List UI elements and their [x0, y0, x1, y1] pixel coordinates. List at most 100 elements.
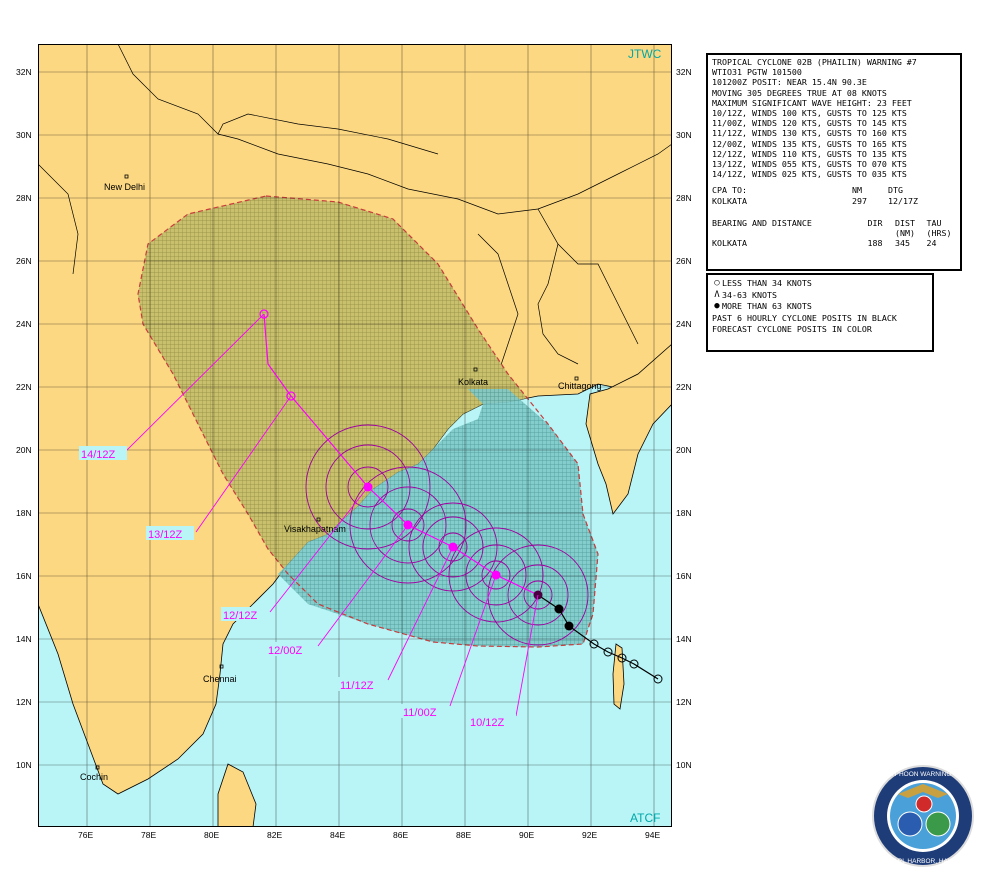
- city-kolkata: Kolkata: [458, 377, 488, 387]
- lat-label-right: 12N: [676, 697, 692, 707]
- bearing-unit-row: (NM) (HRS): [712, 228, 956, 238]
- forecast-line: 12/12Z, WINDS 110 KTS, GUSTS TO 135 KTS: [712, 148, 907, 159]
- land-myanmar: [585, 343, 672, 515]
- lat-label-left: 20N: [16, 445, 32, 455]
- lon-label-bottom: 78E: [141, 830, 156, 840]
- warning-moving: MOVING 305 DEGREES TRUE AT 08 KNOTS: [712, 87, 887, 98]
- lat-label-right: 24N: [676, 319, 692, 329]
- lat-label-left: 30N: [16, 130, 32, 140]
- forecast-line: 10/12Z, WINDS 100 KTS, GUSTS TO 125 KTS: [712, 108, 907, 119]
- land-andaman: [612, 643, 625, 710]
- border-lines: [38, 44, 672, 405]
- time-label-12-12z: 12/12Z: [223, 610, 258, 622]
- lon-label-bottom: 88E: [456, 830, 471, 840]
- lat-label-left: 32N: [16, 67, 32, 77]
- lon-label-bottom: 92E: [582, 830, 597, 840]
- cpa-dtg: 12/17Z: [888, 195, 918, 206]
- cpa-place: KOLKATA: [712, 195, 747, 206]
- legend-item: ○ LESS THAN 34 KNOTS: [712, 278, 928, 290]
- lon-label-bottom: 82E: [267, 830, 282, 840]
- time-label-14-12z: 14/12Z: [81, 449, 116, 461]
- svg-text:PEARL HARBOR, HAWAII: PEARL HARBOR, HAWAII: [885, 858, 962, 865]
- city-new-delhi: New Delhi: [104, 182, 145, 192]
- lat-label-left: 24N: [16, 319, 32, 329]
- legend-item-label: MORE THAN 63 KNOTS: [722, 301, 812, 312]
- cpa-value-row: KOLKATA 297 12/17Z: [712, 196, 956, 206]
- lat-label-right: 18N: [676, 508, 692, 518]
- legend-item-label: 34-63 KNOTS: [722, 289, 777, 300]
- bearing-value-row: KOLKATA 188 345 24: [712, 238, 956, 248]
- lat-label-right: 30N: [676, 130, 692, 140]
- danger-area-outline: [137, 195, 599, 648]
- forecast-posit-14-12z: [259, 309, 269, 319]
- warning-text-box: TROPICAL CYCLONE 02B (PHAILIN) WARNING #…: [706, 53, 962, 271]
- city-markers: New Delhi Kolkata Chittagong Visakhapatn…: [80, 174, 602, 782]
- forecast-line: 12/00Z, WINDS 135 KTS, GUSTS TO 165 KTS: [712, 138, 907, 149]
- land-sri-lanka: [217, 763, 257, 827]
- forecast-posit-13-12z: [286, 391, 296, 401]
- legend-box: ○ LESS THAN 34 KNOTS Ʌ 34-63 KNOTS ● MOR…: [706, 273, 934, 352]
- map-frame: [38, 44, 672, 827]
- lat-labels-outer: 32N 30N 28N 26N 24N 22N 20N 18N 16N 14N …: [16, 67, 32, 770]
- past-positions: [554, 604, 663, 684]
- warning-wave-height: MAXIMUM SIGNIFICANT WAVE HEIGHT: 23 FEET: [712, 97, 912, 108]
- cpa-dtg-header: DTG: [888, 185, 903, 196]
- legend-forecast-note: FORECAST CYCLONE POSITS IN COLOR: [712, 324, 872, 335]
- lon-label-bottom: 86E: [393, 830, 408, 840]
- bearing-dist: 345: [895, 238, 910, 249]
- lon-label-bottom: 94E: [645, 830, 660, 840]
- legend-item: Ʌ 34-63 KNOTS: [712, 290, 928, 302]
- time-labels: 10/12Z 11/00Z 11/12Z 12/00Z 12/12Z 13/12…: [79, 446, 516, 729]
- lat-label-right: 10N: [676, 760, 692, 770]
- lat-label-left: 22N: [16, 382, 32, 392]
- lat-label-right: 14N: [676, 634, 692, 644]
- city-chittagong: Chittagong: [558, 381, 602, 391]
- bearing-header-row: BEARING AND DISTANCE DIR DIST TAU: [712, 218, 956, 228]
- svg-text:JOINT TYPHOON WARNING CENTER: JOINT TYPHOON WARNING CENTER: [868, 771, 978, 778]
- time-label-10-12z: 10/12Z: [470, 717, 505, 729]
- lat-label-left: 26N: [16, 256, 32, 266]
- city-visakhapatnam: Visakhapatnam: [284, 524, 346, 534]
- forecast-line: 11/00Z, WINDS 120 KTS, GUSTS TO 145 KTS: [712, 118, 907, 129]
- bearing-tau-unit: (HRS): [926, 228, 952, 239]
- legend-item-label: LESS THAN 34 KNOTS: [722, 278, 812, 288]
- lon-labels-outer: 76E 78E 80E 82E 84E 86E 88E 90E 92E 94E: [78, 830, 660, 840]
- lon-label-bottom: 80E: [204, 830, 219, 840]
- forecast-track: [263, 313, 539, 596]
- atcf-label: ATCF: [630, 811, 660, 825]
- cpa-nm-header: NM: [852, 185, 862, 196]
- circle-open-icon: ○: [714, 278, 720, 288]
- lon-label-bottom: 90E: [519, 830, 534, 840]
- lat-label-left: 12N: [16, 697, 32, 707]
- time-label-12-00z: 12/00Z: [268, 645, 303, 657]
- lat-label-right: 26N: [676, 256, 692, 266]
- forecast-line: 11/12Z, WINDS 130 KTS, GUSTS TO 160 KTS: [712, 128, 907, 139]
- time-label-leaders: [124, 313, 539, 717]
- bearing-dir: 188: [867, 238, 883, 249]
- graticule: [38, 44, 672, 827]
- lat-label-left: 18N: [16, 508, 32, 518]
- bearing-dist-header: DIST: [895, 217, 915, 228]
- danger-area-sea: [278, 389, 598, 647]
- legend-item: ● MORE THAN 63 KNOTS: [712, 301, 928, 313]
- lat-label-left: 16N: [16, 571, 32, 581]
- tropical-storm-icon: Ʌ: [714, 289, 720, 300]
- bearing-tau-header: TAU: [926, 217, 942, 228]
- warning-posit: 101200Z POSIT: NEAR 15.4N 90.3E: [712, 77, 867, 88]
- time-label-11-12z: 11/12Z: [340, 680, 374, 692]
- cpa-nm: 297: [852, 195, 867, 206]
- lat-label-right: 20N: [676, 445, 692, 455]
- cyclone-track-map: 32N 30N 28N 26N 24N 22N 20N 18N 16N 14N …: [38, 44, 672, 827]
- bearing-place: KOLKATA: [712, 238, 747, 249]
- lat-label-right: 28N: [676, 193, 692, 203]
- jtwc-seal-logo: JOINT TYPHOON WARNING CENTER PEARL HARBO…: [868, 765, 978, 867]
- lat-label-left: 28N: [16, 193, 32, 203]
- lat-label-left: 10N: [16, 760, 32, 770]
- lon-label-bottom: 76E: [78, 830, 93, 840]
- warning-title: TROPICAL CYCLONE 02B (PHAILIN) WARNING #…: [712, 57, 917, 67]
- bearing-dist-unit: (NM): [895, 228, 915, 239]
- lat-labels-right-outer: 32N 30N 28N 26N 24N 22N 20N 18N 16N 14N …: [676, 67, 692, 770]
- lon-label-bottom: 84E: [330, 830, 345, 840]
- forecast-line: 13/12Z, WINDS 055 KTS, GUSTS TO 070 KTS: [712, 159, 907, 170]
- time-label-11-00z: 11/00Z: [403, 707, 437, 719]
